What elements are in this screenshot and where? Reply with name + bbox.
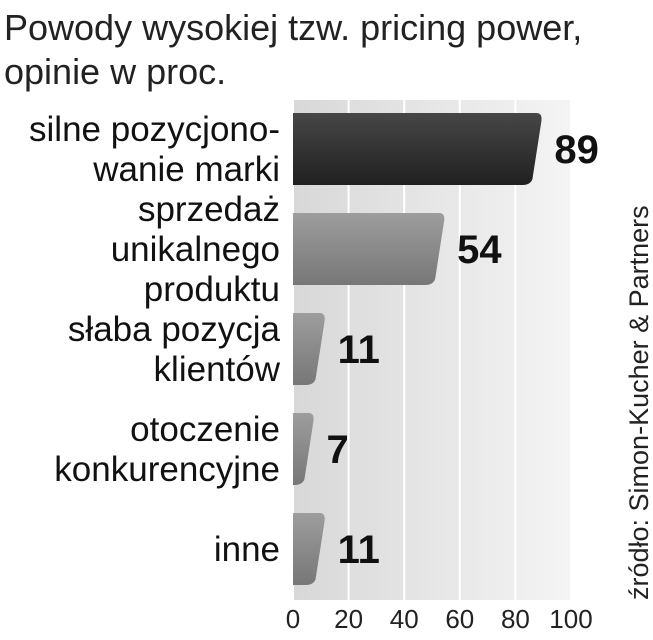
bar-shade bbox=[293, 313, 325, 385]
y-tick-label: silne pozycjono-wanie marki bbox=[29, 110, 280, 189]
x-tick-label: 0 bbox=[286, 604, 300, 634]
x-tick-label: 20 bbox=[334, 604, 363, 634]
source: źródło: Simon-Kucher & Partners bbox=[624, 205, 653, 600]
x-tick-label: 100 bbox=[549, 604, 592, 634]
bar-shade bbox=[293, 413, 314, 485]
value-label: 89 bbox=[554, 128, 599, 172]
value-label: 54 bbox=[457, 228, 502, 272]
value-label: 11 bbox=[338, 328, 380, 372]
value-label: 11 bbox=[338, 528, 380, 572]
y-tick-label: inne bbox=[214, 530, 280, 569]
y-tick-label: otoczenie konkurencyjne bbox=[54, 410, 280, 489]
chart-title: Powody wysokiej tzw. pricing power, opini… bbox=[4, 7, 582, 92]
value-label: 7 bbox=[326, 428, 348, 472]
bar-shade bbox=[293, 113, 542, 185]
bar-shade bbox=[293, 213, 445, 285]
y-tick-label: sprzedaż unikalnego produktu bbox=[111, 190, 280, 309]
x-tick-label: 60 bbox=[445, 604, 474, 634]
y-tick-label: słaba pozycja klientów bbox=[68, 310, 281, 389]
x-tick-label: 80 bbox=[501, 604, 530, 634]
bar-shade bbox=[293, 513, 325, 585]
x-tick-label: 40 bbox=[390, 604, 419, 634]
